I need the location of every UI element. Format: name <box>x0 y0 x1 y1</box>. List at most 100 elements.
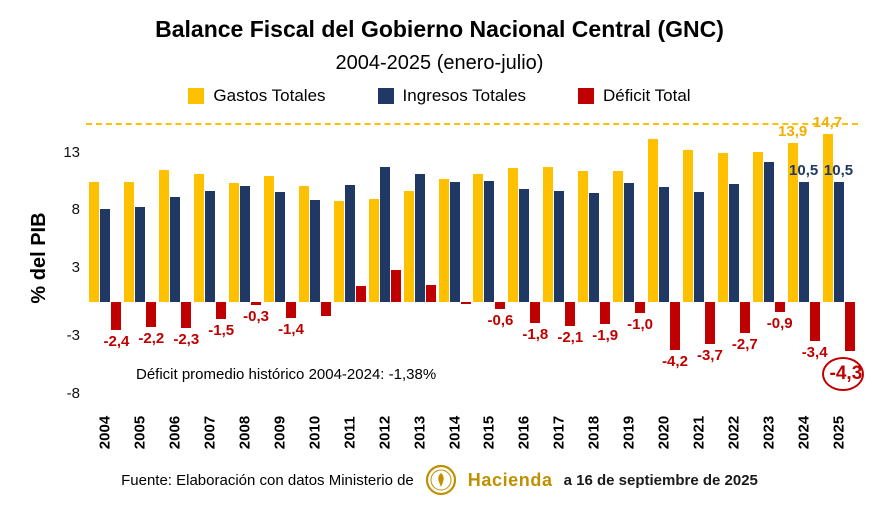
legend-label-ingresos: Ingresos Totales <box>402 86 527 105</box>
bar-deficit-2005 <box>146 302 157 328</box>
bar-gastos-2018 <box>578 171 589 302</box>
bar-gastos-2025 <box>822 133 833 302</box>
source-footer: Fuente: Elaboración con datos Ministerio… <box>0 464 879 496</box>
bar-ingresos-2025 <box>833 181 844 302</box>
bar-gastos-2011 <box>333 201 344 302</box>
legend-swatch-ingresos <box>377 88 394 104</box>
legend-item-ingresos: Ingresos Totales <box>377 86 527 106</box>
bar-label-deficit-2006: -2,3 <box>173 331 200 349</box>
bar-gastos-2005 <box>124 181 135 302</box>
bar-deficit-2015 <box>495 302 506 309</box>
bar-gastos-2022 <box>717 153 728 302</box>
bar-label-deficit-2009: -1,4 <box>278 321 304 339</box>
bar-ingresos-2010 <box>309 200 320 302</box>
x-axis-label-2019: 2019 <box>620 415 638 450</box>
bar-gastos-2023 <box>752 151 763 302</box>
bar-ingresos-2005 <box>135 206 146 302</box>
bar-ingresos-2018 <box>589 193 600 302</box>
x-axis-label-2004: 2004 <box>96 415 114 450</box>
hacienda-wordmark: Hacienda <box>467 469 553 490</box>
bar-deficit-2006 <box>181 302 192 329</box>
bar-deficit-2008 <box>251 302 262 306</box>
x-axis-labels: 2004 2005 2006 2007 2008 2009 2010 2011 2012 2013… <box>88 408 856 466</box>
bar-ingresos-2015 <box>484 180 495 302</box>
bar-ingresos-2008 <box>240 186 251 302</box>
bar-label-ingresos-2024: 10,5 <box>789 161 819 179</box>
bar-deficit-2009 <box>286 302 296 319</box>
bar-label-gastos-2024: 13,9 <box>778 122 808 140</box>
bar-ingresos-2021 <box>693 191 704 302</box>
legend-label-deficit: Déficit Total <box>603 86 691 105</box>
bar-deficit-2019 <box>635 302 646 314</box>
x-axis-label-2009: 2009 <box>271 415 289 450</box>
bar-gastos-2013 <box>403 190 414 302</box>
bar-label-deficit-2018: -1,9 <box>592 326 619 344</box>
y-tick-label-3: 3 <box>71 258 80 276</box>
bar-deficit-2004 <box>111 302 122 330</box>
x-axis-label-2024: 2024 <box>795 415 813 450</box>
x-axis-label-2005: 2005 <box>131 415 149 450</box>
bar-gastos-2019 <box>613 171 624 302</box>
x-axis-label-2007: 2007 <box>201 415 219 450</box>
bar-label-deficit-2005: -2,2 <box>138 330 165 348</box>
dashed-guide-line <box>86 123 858 126</box>
y-tick-label--3: -3 <box>66 327 80 345</box>
bar-label-deficit-2016: -1,8 <box>522 325 549 343</box>
bar-deficit-2021 <box>704 302 715 345</box>
bar-gastos-2015 <box>473 173 484 302</box>
bar-ingresos-2009 <box>275 191 285 302</box>
bar-ingresos-2006 <box>170 196 181 302</box>
bar-deficit-2020 <box>670 302 680 351</box>
x-axis-label-2012: 2012 <box>376 415 394 450</box>
bar-deficit-2012 <box>390 269 401 302</box>
x-axis-label-2017: 2017 <box>550 415 568 450</box>
bar-gastos-2007 <box>194 173 205 302</box>
bar-label-deficit-2007: -1,5 <box>208 322 235 340</box>
bar-label-deficit-2019: -1,0 <box>627 316 653 334</box>
x-axis-label-2010: 2010 <box>306 415 324 450</box>
bar-label-deficit-2004: -2,4 <box>103 332 130 350</box>
x-axis-label-2013: 2013 <box>411 415 429 450</box>
historical-average-annotation: Déficit promedio histórico 2004-2024: -1… <box>136 366 437 383</box>
bar-gastos-2010 <box>298 186 309 302</box>
bar-ingresos-2013 <box>414 173 425 302</box>
legend-label-gastos: Gastos Totales <box>213 86 326 105</box>
bar-deficit-2007 <box>216 302 227 320</box>
bar-ingresos-2014 <box>449 181 460 302</box>
x-axis-label-2008: 2008 <box>236 415 254 450</box>
bar-deficit-2022 <box>739 302 750 333</box>
bar-deficit-2017 <box>565 302 576 327</box>
bar-deficit-2014 <box>460 302 471 305</box>
bar-deficit-2010 <box>320 302 331 316</box>
bar-label-ingresos-2025: 10,5 <box>823 161 854 179</box>
x-axis-label-2025: 2025 <box>830 415 848 450</box>
bar-label-deficit-2023: -0,9 <box>766 315 793 333</box>
bar-ingresos-2016 <box>519 188 530 302</box>
bar-ingresos-2007 <box>205 190 216 302</box>
bar-label-deficit-2024: -3,4 <box>801 343 828 361</box>
bar-gastos-2008 <box>229 182 240 302</box>
y-tick-label-13: 13 <box>63 144 80 162</box>
bar-ingresos-2023 <box>763 162 774 302</box>
x-axis-label-2014: 2014 <box>446 415 464 450</box>
legend-swatch-gastos <box>188 88 205 104</box>
bar-ingresos-2004 <box>100 209 111 302</box>
bar-label-deficit-2025: -4,3 <box>821 357 864 392</box>
bar-label-deficit-2008: -0,3 <box>243 308 269 326</box>
bar-deficit-2025 <box>844 302 855 352</box>
source-text: Fuente: Elaboración con datos Ministerio… <box>121 471 414 489</box>
bar-gastos-2012 <box>368 198 379 302</box>
y-tick-label--8: -8 <box>66 384 80 402</box>
chart-subtitle: 2004-2025 (enero-julio) <box>335 52 544 74</box>
chart-title: Balance Fiscal del Gobierno Nacional Cen… <box>155 16 724 42</box>
legend-swatch-deficit <box>578 88 595 104</box>
legend-item-deficit: Déficit Total <box>578 86 691 106</box>
x-axis-label-2006: 2006 <box>166 415 184 450</box>
bar-gastos-2009 <box>264 175 274 302</box>
bar-label-gastos-2025: 14,7 <box>812 113 843 131</box>
bar-gastos-2024 <box>787 142 798 302</box>
bar-label-deficit-2020: -4,2 <box>662 353 688 371</box>
x-axis-label-2021: 2021 <box>690 415 708 450</box>
bar-ingresos-2011 <box>344 185 355 302</box>
